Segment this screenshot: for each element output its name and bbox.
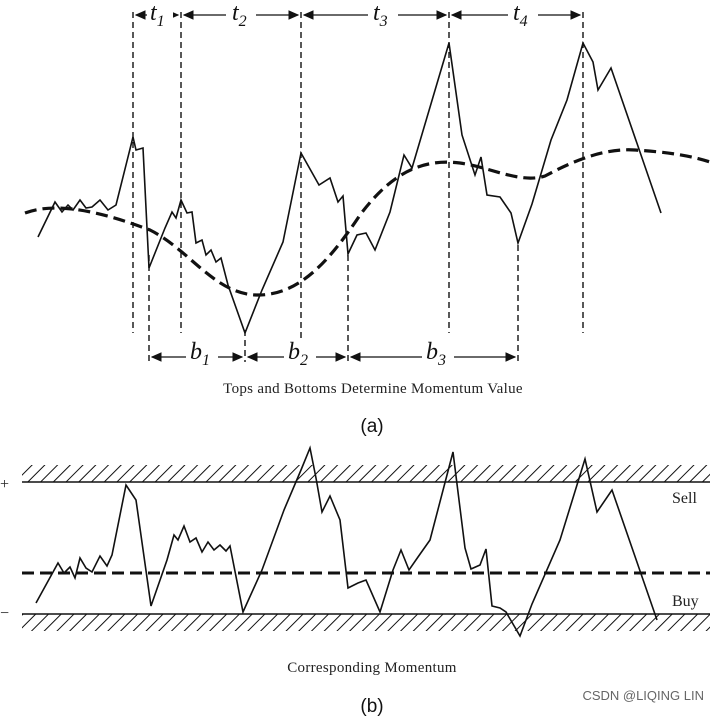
minus-sign: − bbox=[0, 605, 9, 622]
panel-a: t1 t2 t3 t4 b1 b2 b3 Tops and Bottoms De… bbox=[24, 0, 713, 437]
price-line bbox=[37, 40, 662, 336]
panel-b: + − Sell Buy Corresponding Momentum (b) bbox=[0, 445, 710, 717]
moving-average-line bbox=[24, 148, 713, 297]
panel-b-tag: (b) bbox=[360, 696, 383, 717]
buy-label: Buy bbox=[672, 593, 699, 610]
t3-label: t3 bbox=[373, 0, 388, 30]
b-labels: b1 b2 b3 bbox=[186, 339, 454, 369]
t4-label: t4 bbox=[513, 0, 528, 30]
sell-label: Sell bbox=[672, 490, 697, 507]
watermark: CSDN @LIQING LIN bbox=[582, 688, 704, 703]
plus-sign: + bbox=[0, 476, 9, 493]
upper-boundary-band bbox=[22, 465, 710, 483]
b2-label: b2 bbox=[288, 339, 308, 369]
momentum-line bbox=[35, 445, 658, 638]
b1-label: b1 bbox=[190, 339, 210, 369]
panel-b-caption: Corresponding Momentum bbox=[287, 660, 457, 676]
panel-a-caption: Tops and Bottoms Determine Momentum Valu… bbox=[223, 381, 523, 397]
b3-label: b3 bbox=[426, 339, 446, 369]
t1-label: t1 bbox=[150, 0, 165, 30]
lower-boundary-band bbox=[22, 613, 710, 631]
t2-label: t2 bbox=[232, 0, 247, 30]
panel-a-vertical-markers bbox=[132, 12, 584, 362]
panel-a-tag: (a) bbox=[360, 416, 383, 437]
t-labels: t1 t2 t3 t4 bbox=[147, 0, 538, 30]
